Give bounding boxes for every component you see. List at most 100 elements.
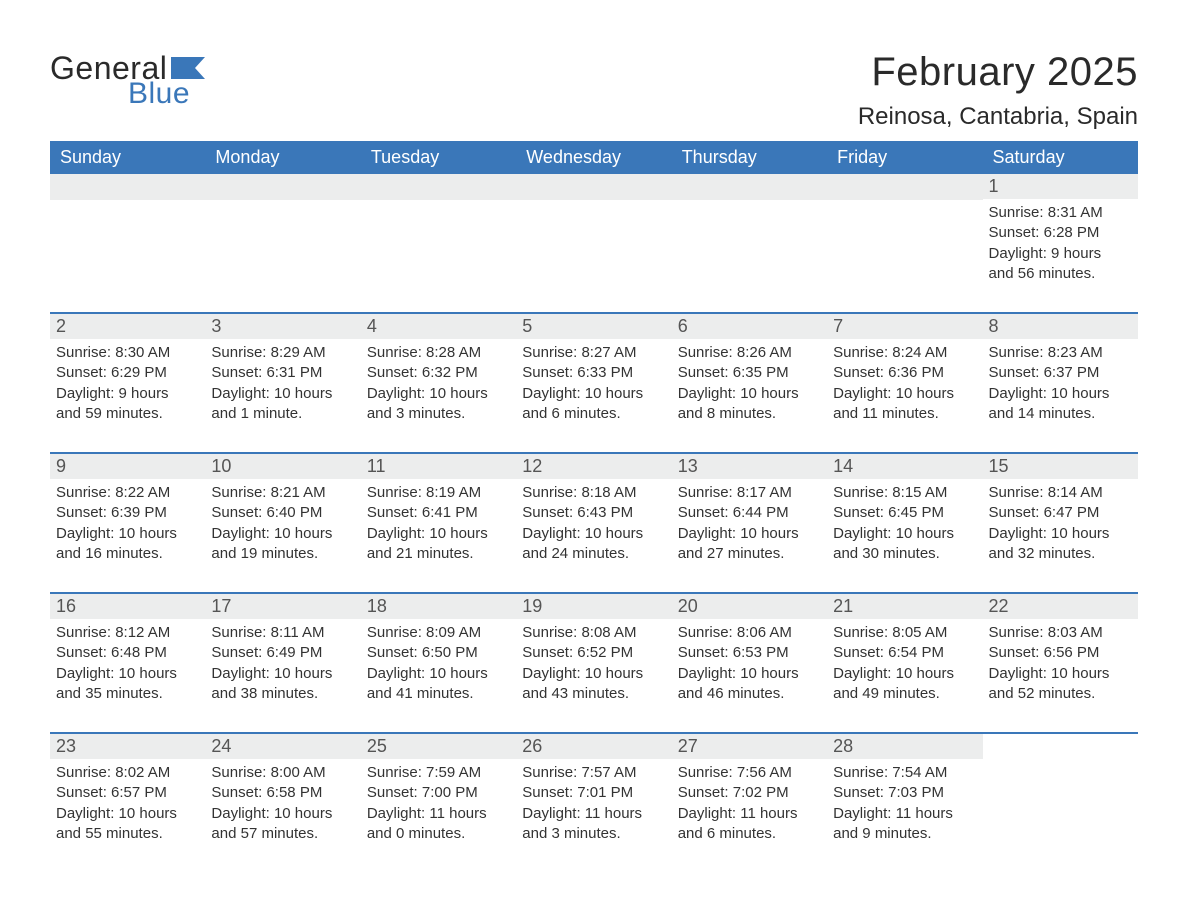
day-number: 13 <box>672 454 827 479</box>
day-header: Tuesday <box>361 141 516 174</box>
day-details: Sunrise: 8:05 AMSunset: 6:54 PMDaylight:… <box>833 623 976 704</box>
daylight2-text: and 30 minutes. <box>833 544 976 564</box>
daylight1-text: Daylight: 10 hours <box>522 664 665 684</box>
daylight1-text: Daylight: 10 hours <box>211 664 354 684</box>
sunset-text: Sunset: 6:43 PM <box>522 503 665 523</box>
daylight1-text: Daylight: 11 hours <box>833 804 976 824</box>
daylight2-text: and 41 minutes. <box>367 684 510 704</box>
empty-daynum-bar <box>516 174 671 200</box>
calendar-cell: 25Sunrise: 7:59 AMSunset: 7:00 PMDayligh… <box>361 734 516 850</box>
sunrise-text: Sunrise: 8:03 AM <box>989 623 1132 643</box>
sunset-text: Sunset: 6:29 PM <box>56 363 199 383</box>
sunrise-text: Sunrise: 7:59 AM <box>367 763 510 783</box>
sunrise-text: Sunrise: 8:24 AM <box>833 343 976 363</box>
sunset-text: Sunset: 6:50 PM <box>367 643 510 663</box>
sunset-text: Sunset: 6:35 PM <box>678 363 821 383</box>
sunrise-text: Sunrise: 8:23 AM <box>989 343 1132 363</box>
day-header: Thursday <box>672 141 827 174</box>
day-details: Sunrise: 8:24 AMSunset: 6:36 PMDaylight:… <box>833 343 976 424</box>
day-number: 14 <box>827 454 982 479</box>
sunset-text: Sunset: 7:01 PM <box>522 783 665 803</box>
daylight1-text: Daylight: 10 hours <box>56 664 199 684</box>
sunset-text: Sunset: 6:40 PM <box>211 503 354 523</box>
week-row: 1Sunrise: 8:31 AMSunset: 6:28 PMDaylight… <box>50 174 1138 290</box>
daylight1-text: Daylight: 10 hours <box>211 804 354 824</box>
day-number: 12 <box>516 454 671 479</box>
day-details: Sunrise: 8:23 AMSunset: 6:37 PMDaylight:… <box>989 343 1132 424</box>
day-details: Sunrise: 8:06 AMSunset: 6:53 PMDaylight:… <box>678 623 821 704</box>
day-number: 26 <box>516 734 671 759</box>
day-header: Friday <box>827 141 982 174</box>
day-number: 4 <box>361 314 516 339</box>
day-header-row: Sunday Monday Tuesday Wednesday Thursday… <box>50 141 1138 174</box>
daylight2-text: and 16 minutes. <box>56 544 199 564</box>
calendar-cell: 14Sunrise: 8:15 AMSunset: 6:45 PMDayligh… <box>827 454 982 570</box>
calendar-cell: 6Sunrise: 8:26 AMSunset: 6:35 PMDaylight… <box>672 314 827 430</box>
sunset-text: Sunset: 6:58 PM <box>211 783 354 803</box>
daylight1-text: Daylight: 10 hours <box>367 524 510 544</box>
daylight1-text: Daylight: 10 hours <box>56 524 199 544</box>
calendar-cell: 9Sunrise: 8:22 AMSunset: 6:39 PMDaylight… <box>50 454 205 570</box>
day-number: 1 <box>983 174 1138 199</box>
sunset-text: Sunset: 7:03 PM <box>833 783 976 803</box>
day-number: 22 <box>983 594 1138 619</box>
daylight2-text: and 19 minutes. <box>211 544 354 564</box>
daylight1-text: Daylight: 10 hours <box>833 664 976 684</box>
daylight2-text: and 6 minutes. <box>678 824 821 844</box>
day-number: 19 <box>516 594 671 619</box>
sunset-text: Sunset: 6:45 PM <box>833 503 976 523</box>
daylight2-text: and 14 minutes. <box>989 404 1132 424</box>
day-details: Sunrise: 8:18 AMSunset: 6:43 PMDaylight:… <box>522 483 665 564</box>
day-details: Sunrise: 8:00 AMSunset: 6:58 PMDaylight:… <box>211 763 354 844</box>
day-details: Sunrise: 8:21 AMSunset: 6:40 PMDaylight:… <box>211 483 354 564</box>
empty-daynum-bar <box>205 174 360 200</box>
daylight1-text: Daylight: 10 hours <box>989 384 1132 404</box>
sunset-text: Sunset: 6:32 PM <box>367 363 510 383</box>
empty-daynum-bar <box>50 174 205 200</box>
day-details: Sunrise: 8:11 AMSunset: 6:49 PMDaylight:… <box>211 623 354 704</box>
day-number: 6 <box>672 314 827 339</box>
day-number: 8 <box>983 314 1138 339</box>
daylight2-text: and 56 minutes. <box>989 264 1132 284</box>
daylight2-text: and 3 minutes. <box>367 404 510 424</box>
sunset-text: Sunset: 7:00 PM <box>367 783 510 803</box>
sunset-text: Sunset: 6:56 PM <box>989 643 1132 663</box>
calendar-cell <box>50 174 205 290</box>
daylight1-text: Daylight: 10 hours <box>367 664 510 684</box>
day-details: Sunrise: 8:27 AMSunset: 6:33 PMDaylight:… <box>522 343 665 424</box>
calendar-cell: 28Sunrise: 7:54 AMSunset: 7:03 PMDayligh… <box>827 734 982 850</box>
sunrise-text: Sunrise: 8:08 AM <box>522 623 665 643</box>
day-details: Sunrise: 8:30 AMSunset: 6:29 PMDaylight:… <box>56 343 199 424</box>
daylight2-text: and 38 minutes. <box>211 684 354 704</box>
calendar-cell <box>516 174 671 290</box>
day-details: Sunrise: 8:02 AMSunset: 6:57 PMDaylight:… <box>56 763 199 844</box>
day-number: 16 <box>50 594 205 619</box>
sunset-text: Sunset: 6:36 PM <box>833 363 976 383</box>
sunrise-text: Sunrise: 8:06 AM <box>678 623 821 643</box>
day-number: 21 <box>827 594 982 619</box>
daylight2-text: and 24 minutes. <box>522 544 665 564</box>
daylight1-text: Daylight: 9 hours <box>989 244 1132 264</box>
day-number: 20 <box>672 594 827 619</box>
sunrise-text: Sunrise: 8:11 AM <box>211 623 354 643</box>
day-header: Saturday <box>983 141 1138 174</box>
daylight1-text: Daylight: 10 hours <box>989 524 1132 544</box>
location-subtitle: Reinosa, Cantabria, Spain <box>858 103 1138 131</box>
sunset-text: Sunset: 6:49 PM <box>211 643 354 663</box>
calendar-cell <box>827 174 982 290</box>
day-details: Sunrise: 8:08 AMSunset: 6:52 PMDaylight:… <box>522 623 665 704</box>
day-details: Sunrise: 7:54 AMSunset: 7:03 PMDaylight:… <box>833 763 976 844</box>
calendar-cell: 13Sunrise: 8:17 AMSunset: 6:44 PMDayligh… <box>672 454 827 570</box>
calendar-cell: 12 Sunrise: 8:18 AMSunset: 6:43 PMDayligh… <box>516 454 671 570</box>
day-number: 2 <box>50 314 205 339</box>
sunrise-text: Sunrise: 8:21 AM <box>211 483 354 503</box>
day-header: Monday <box>205 141 360 174</box>
daylight2-text: and 59 minutes. <box>56 404 199 424</box>
weeks-container: 1Sunrise: 8:31 AMSunset: 6:28 PMDaylight… <box>50 174 1138 850</box>
sunrise-text: Sunrise: 8:22 AM <box>56 483 199 503</box>
calendar-cell: 24Sunrise: 8:00 AMSunset: 6:58 PMDayligh… <box>205 734 360 850</box>
sunset-text: Sunset: 6:47 PM <box>989 503 1132 523</box>
sunset-text: Sunset: 6:54 PM <box>833 643 976 663</box>
day-details: Sunrise: 7:56 AMSunset: 7:02 PMDaylight:… <box>678 763 821 844</box>
daylight2-text: and 49 minutes. <box>833 684 976 704</box>
